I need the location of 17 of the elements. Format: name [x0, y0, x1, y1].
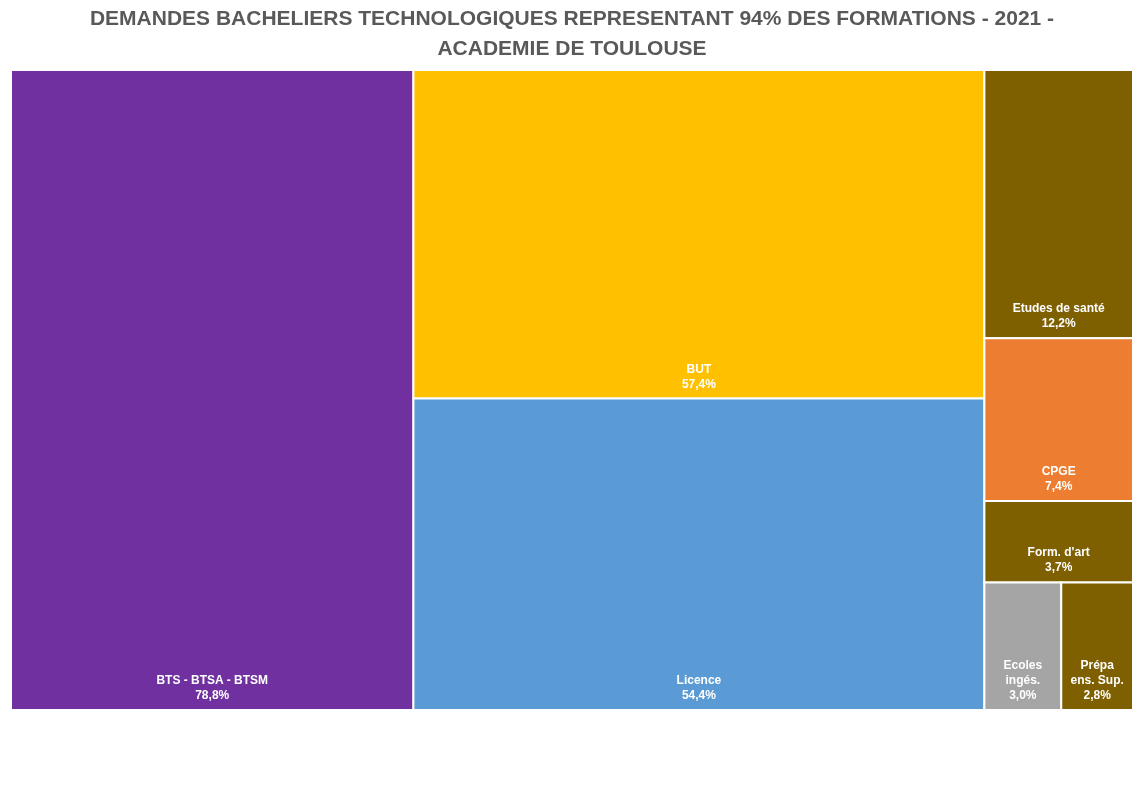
- category-label: Ecoles ingés.: [1003, 658, 1043, 687]
- data-label: 57,4%: [681, 376, 717, 391]
- data-label: 7,4%: [1045, 479, 1073, 494]
- data-label: 78,8%: [195, 688, 230, 702]
- data-label: 54,4%: [681, 688, 717, 702]
- data-label: 3,7%: [1045, 560, 1073, 575]
- category-label: CPGE: [1041, 464, 1076, 479]
- category-label: Prépa ens. Sup.: [1070, 658, 1124, 687]
- text: DEMANDES BACHELIERS TECHNOLOGIQUES REPRESENTANT 94% DES FORMATIONS - 2021 - ACADEMIE DE TOULOUSE: [89, 6, 1055, 59]
- category-label: BUT: [686, 361, 712, 376]
- category-label: BTS - BTSA - BTSM: [156, 673, 268, 687]
- data-label: 2,8%: [1083, 688, 1112, 702]
- category-label: Form. d'art: [1027, 545, 1090, 560]
- data-label: 12,2%: [1041, 316, 1077, 331]
- category-label: Licence: [676, 673, 722, 687]
- data-label: 3,0%: [1009, 688, 1037, 702]
- category-label: Etudes de santé: [1012, 301, 1106, 316]
